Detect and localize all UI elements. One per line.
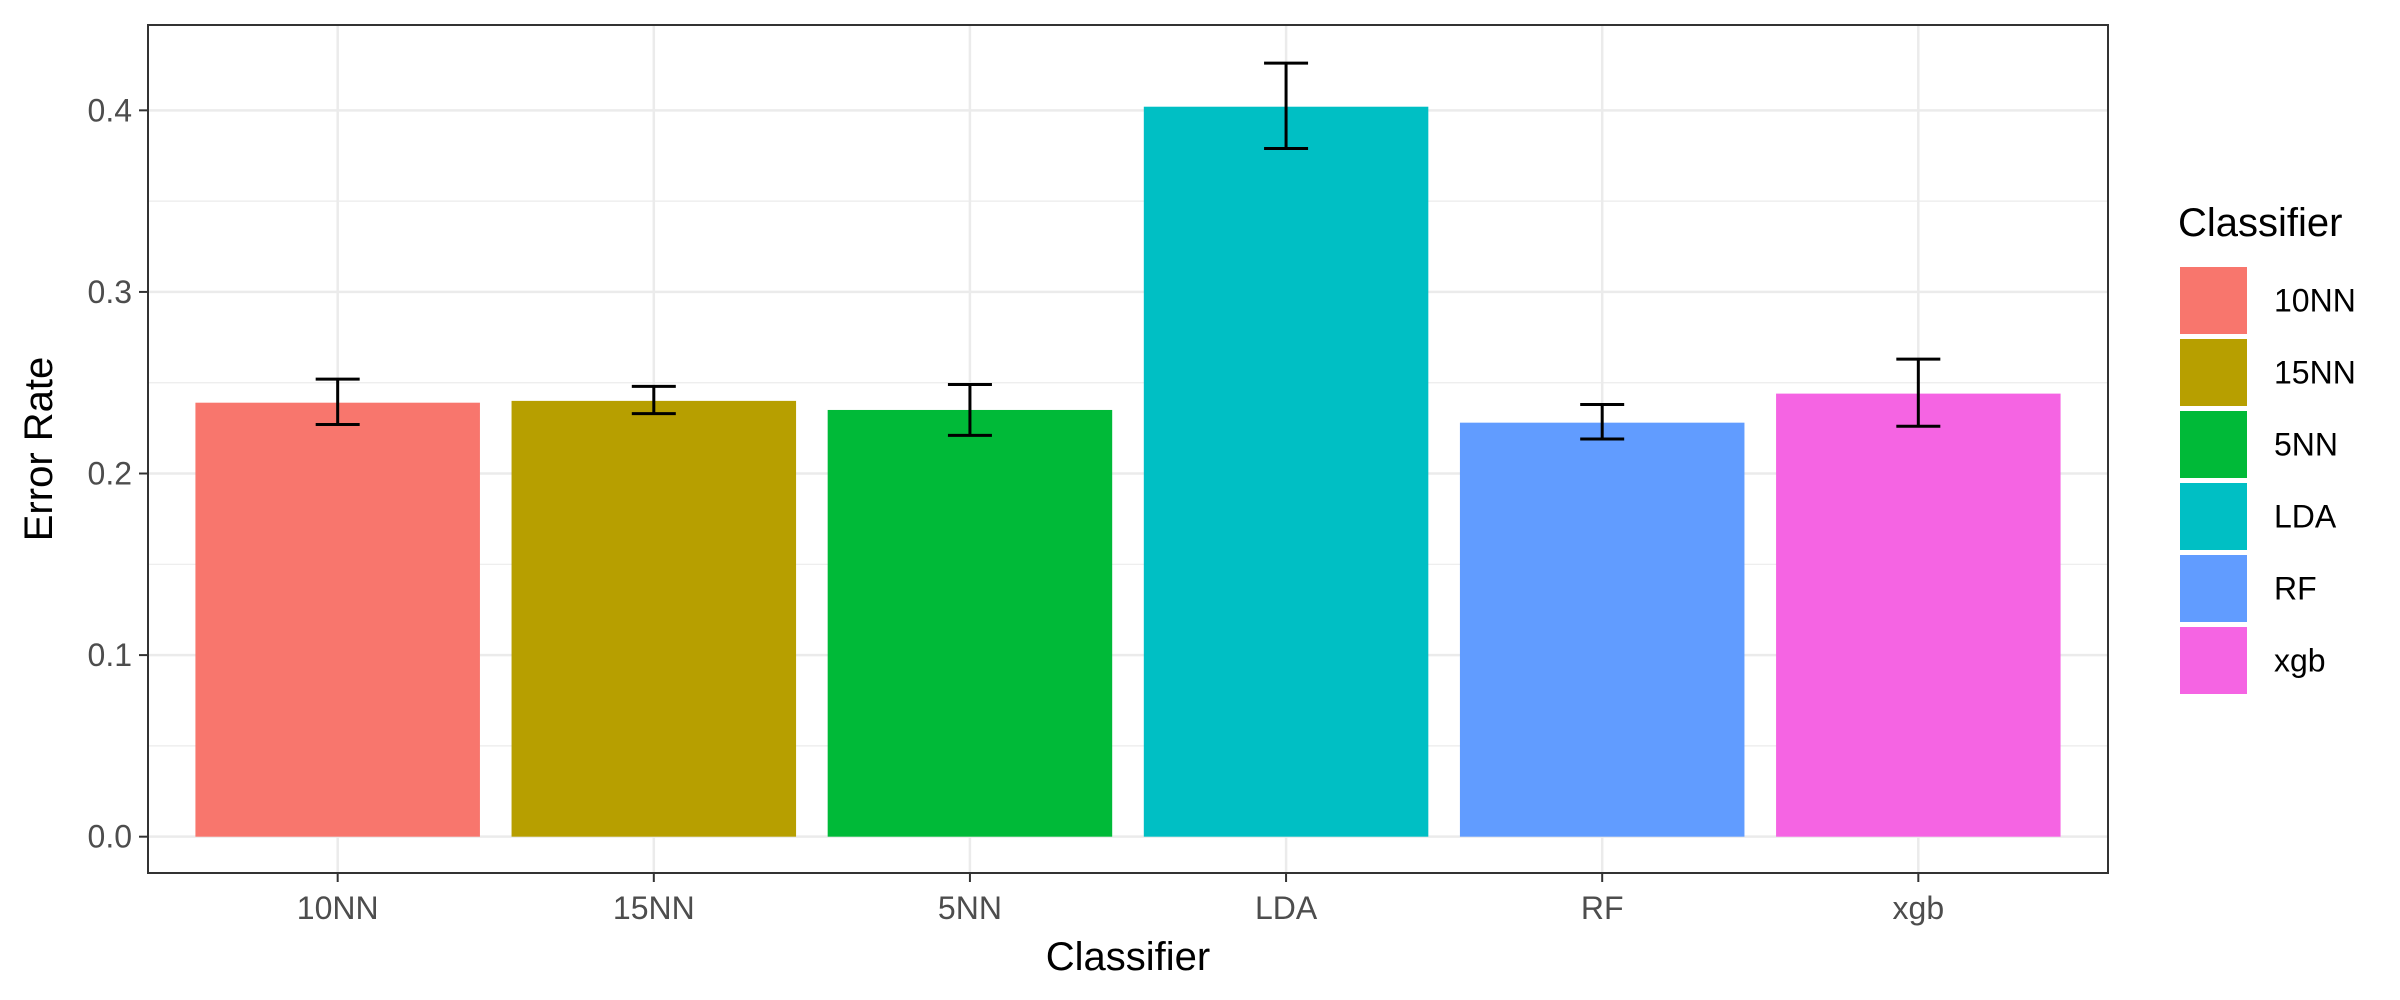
errorbar-15nn	[631, 384, 676, 416]
legend-title: Classifier	[2178, 201, 2342, 245]
y-tick-label: 0.2	[88, 456, 132, 492]
y-tick-label: 0.3	[88, 274, 132, 310]
y-axis-title: Error Rate	[17, 357, 61, 542]
legend-label: RF	[2274, 571, 2317, 607]
bar-rf	[1459, 422, 1745, 837]
errorbars-layer	[315, 61, 1941, 441]
legend-key	[2180, 555, 2247, 622]
legend-key	[2180, 627, 2247, 694]
legend-label: 15NN	[2274, 355, 2356, 391]
y-tick-label: 0.1	[88, 637, 132, 673]
bar-lda	[1143, 106, 1429, 837]
bar-10nn	[195, 402, 480, 837]
legend-label: 5NN	[2274, 427, 2338, 463]
bar-xgb	[1776, 393, 2061, 837]
x-axis-title: Classifier	[1046, 935, 1210, 979]
x-axis: 10NN 15NN 5NN LDA RF xgb	[297, 873, 1944, 926]
legend-item-10nn: 10NN	[2180, 267, 2356, 334]
y-tick-label: 0.0	[88, 819, 132, 855]
legend-item-rf: RF	[2180, 555, 2317, 622]
errorbar-10nn	[315, 377, 360, 426]
legend-item-lda: LDA	[2180, 483, 2337, 550]
y-axis: 0.0 0.1 0.2 0.3 0.4	[88, 92, 148, 855]
bars-layer	[195, 106, 2061, 837]
y-tick-label: 0.4	[88, 92, 132, 128]
bar-15nn	[511, 400, 797, 837]
legend-key	[2180, 267, 2247, 334]
x-tick-label: RF	[1581, 890, 1624, 926]
legend-item-15nn: 15NN	[2180, 339, 2356, 406]
plot-panel-border	[147, 24, 2109, 874]
x-tick-label: 10NN	[297, 890, 379, 926]
legend-key	[2180, 411, 2247, 478]
errorbar-rf	[1580, 403, 1625, 441]
x-tick-label: 5NN	[938, 890, 1002, 926]
legend-key	[2180, 339, 2247, 406]
legend-label: xgb	[2274, 643, 2326, 679]
legend: Classifier 10NN 15NN 5NN LDA RF xgb	[2178, 201, 2356, 694]
legend-item-xgb: xgb	[2180, 627, 2326, 694]
legend-item-5nn: 5NN	[2180, 411, 2338, 478]
errorbar-5nn	[947, 383, 992, 437]
x-tick-label: 15NN	[613, 890, 695, 926]
legend-label: LDA	[2274, 499, 2337, 535]
x-tick-label: xgb	[1893, 890, 1945, 926]
x-tick-label: LDA	[1255, 890, 1318, 926]
errorbar-lda	[1264, 61, 1309, 150]
legend-key	[2180, 483, 2247, 550]
bar-5nn	[827, 409, 1113, 837]
errorbar-xgb	[1896, 357, 1941, 428]
legend-label: 10NN	[2274, 283, 2356, 319]
